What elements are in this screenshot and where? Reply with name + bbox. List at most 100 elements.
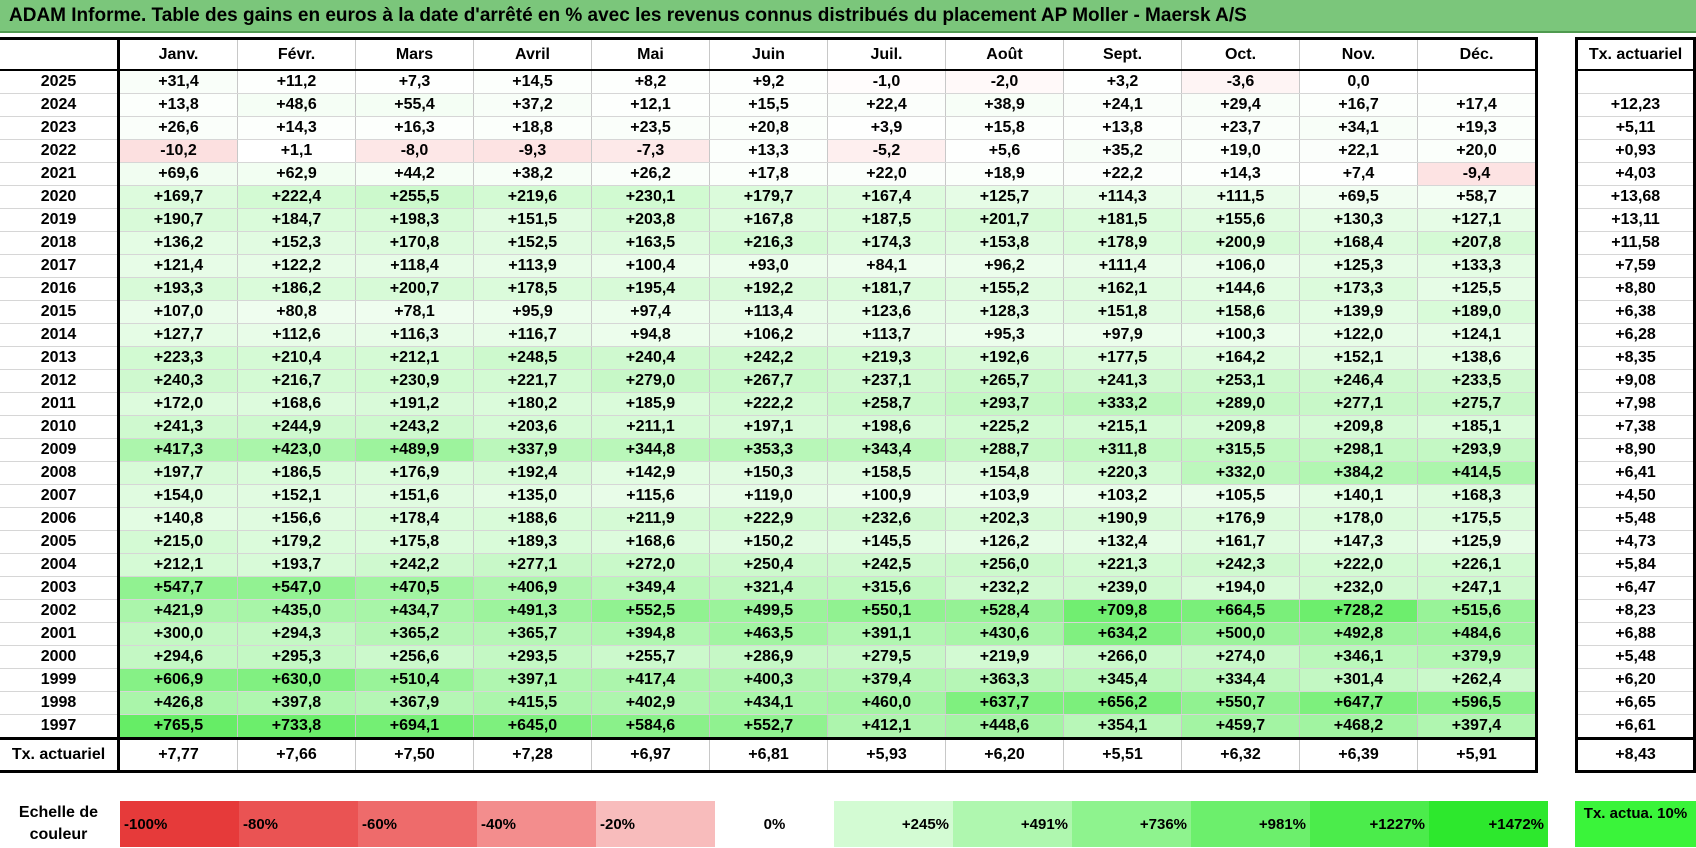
gain-cell: +15,8 [945,116,1064,140]
gain-cell: +127,7 [118,323,238,347]
gain-cell: +353,3 [709,438,828,462]
gain-cell: +211,1 [591,415,710,439]
table-row: 2017 +121,4 +122,2 +118,4 +113,9 +100,4 +93,0 +… [0,254,1538,278]
gain-cell: +178,5 [473,277,592,301]
gain-cell: +103,9 [945,484,1064,508]
gain-cell: +116,3 [355,323,474,347]
gain-cell: +44,2 [355,162,474,186]
gain-cell: +128,3 [945,300,1064,324]
gain-cell: +3,9 [827,116,946,140]
gain-cell: +492,8 [1299,622,1418,646]
year-label: 2019 [0,208,120,232]
table-row: 2018 +136,2 +152,3 +170,8 +152,5 +163,5 +216,3… [0,231,1538,255]
corner-cell [0,38,120,71]
table-row: 1998 +426,8 +397,8 +367,9 +415,5 +402,9 +434,1… [0,691,1538,715]
year-label: 2004 [0,553,120,577]
overall-actuarial-cell: +8,43 [1576,737,1696,773]
title-bar: ADAM Informe. Table des gains en euros à… [0,0,1696,33]
table-row: 2021 +69,6 +62,9 +44,2 +38,2 +26,2 +17,8 +22,0 +… [0,162,1538,186]
gain-cell: +19,0 [1181,139,1300,163]
gain-cell: +412,1 [827,714,946,739]
gain-cell: +155,2 [945,277,1064,301]
gain-cell: +168,6 [591,530,710,554]
gain-cell: +167,4 [827,185,946,209]
gain-cell: +256,6 [355,645,474,669]
gain-cell: +152,1 [1299,346,1418,370]
month-header: Mars [355,38,474,71]
year-label: 2009 [0,438,120,462]
gain-cell: -8,0 [355,139,474,163]
gain-cell: +94,8 [591,323,710,347]
actuarial-rate-cell: +8,90 [1576,438,1696,462]
gain-cell: +470,5 [355,576,474,600]
gain-cell: +161,7 [1181,530,1300,554]
actuarial-rate-cell: +7,38 [1576,415,1696,439]
gain-cell: +178,0 [1299,507,1418,531]
gain-cell: -2,0 [945,70,1064,94]
color-scale-swatch: +491% [953,801,1072,847]
gain-cell: +106,0 [1181,254,1300,278]
gain-cell: +125,3 [1299,254,1418,278]
gain-cell: +343,4 [827,438,946,462]
table-row: 2007 +154,0 +152,1 +151,6 +135,0 +115,6 +119,0… [0,484,1538,508]
table-row: 2000 +294,6 +295,3 +256,6 +293,5 +255,7 +286,9… [0,645,1538,669]
gain-cell: +265,7 [945,369,1064,393]
gain-cell: +237,1 [827,369,946,393]
gain-cell: +203,6 [473,415,592,439]
gain-cell: -1,0 [827,70,946,94]
gain-cell: +168,3 [1417,484,1538,508]
gain-cell: +179,2 [237,530,356,554]
gain-cell: +163,5 [591,231,710,255]
month-header: Févr. [237,38,356,71]
year-label: 2008 [0,461,120,485]
gain-cell: +266,0 [1063,645,1182,669]
gain-cell: +116,7 [473,323,592,347]
month-header: Nov. [1299,38,1418,71]
year-label: 2011 [0,392,120,416]
gain-cell: +158,5 [827,461,946,485]
gain-cell: +528,4 [945,599,1064,623]
month-header: Sept. [1063,38,1182,71]
year-label: 2015 [0,300,120,324]
year-label: 2003 [0,576,120,600]
gain-cell: +765,5 [118,714,238,739]
actuarial-rate-cell: +4,50 [1576,484,1696,508]
gain-cell: +193,3 [118,277,238,301]
gain-cell: +37,2 [473,93,592,117]
gain-cell: +448,6 [945,714,1064,739]
gain-cell: +140,1 [1299,484,1418,508]
gain-cell: +14,3 [1181,162,1300,186]
gain-cell: +20,0 [1417,139,1538,163]
color-scale-swatch: -20% [596,801,715,847]
gain-cell: +115,6 [591,484,710,508]
year-label: 2021 [0,162,120,186]
gain-cell: +181,7 [827,277,946,301]
gain-cell: +38,9 [945,93,1064,117]
actuarial-rate-cell: +13,68 [1576,185,1696,209]
gain-cell: +153,8 [945,231,1064,255]
gain-cell: +216,3 [709,231,828,255]
gain-cell: +194,0 [1181,576,1300,600]
gain-cell: +363,3 [945,668,1064,692]
color-scale-swatch: -100% [120,801,239,847]
color-scale-swatch: +1227% [1310,801,1429,847]
gain-cell: +212,1 [355,346,474,370]
gain-cell: +158,6 [1181,300,1300,324]
month-actuarial-cell: +5,51 [1063,737,1182,773]
gain-cell: +95,3 [945,323,1064,347]
gain-cell: +222,9 [709,507,828,531]
table-row: 2019 +190,7 +184,7 +198,3 +151,5 +203,8 +167,8… [0,208,1538,232]
gain-cell: +113,9 [473,254,592,278]
gain-cell: +193,7 [237,553,356,577]
gain-cell: +97,9 [1063,323,1182,347]
gain-cell: +394,8 [591,622,710,646]
table-row: 2024 +13,8 +48,6 +55,4 +37,2 +12,1 +15,5 +22,4 +… [0,93,1538,117]
gain-cell: +267,7 [709,369,828,393]
year-label: 2017 [0,254,120,278]
gain-cell: +156,6 [237,507,356,531]
gain-cell: +181,5 [1063,208,1182,232]
gain-cell: +212,1 [118,553,238,577]
month-header: Mai [591,38,710,71]
gain-cell: +414,5 [1417,461,1538,485]
gain-cell: -10,2 [118,139,238,163]
